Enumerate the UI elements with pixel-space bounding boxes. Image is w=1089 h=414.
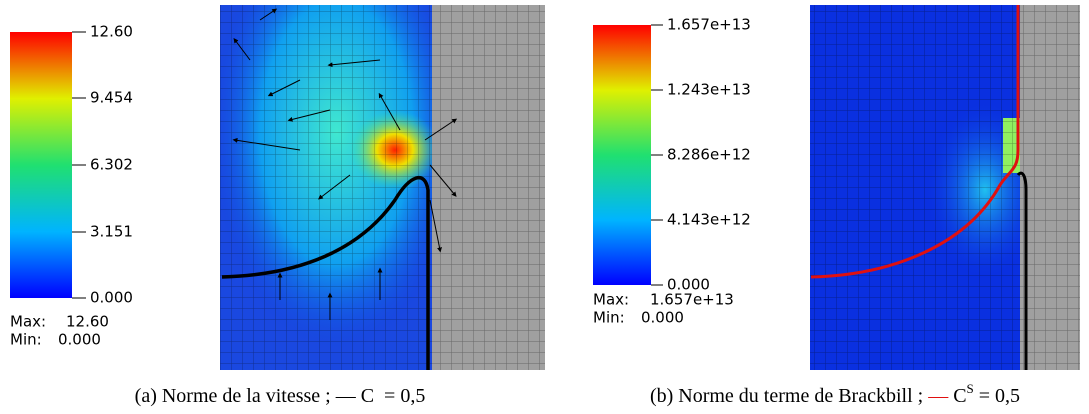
caption-superscript: S <box>967 381 974 396</box>
caption: (b) Norme du terme de Brackbill ; — CS = … <box>650 381 1020 407</box>
min-value: 0.000 <box>58 331 101 349</box>
max-value: 1.657e+13 <box>650 291 734 309</box>
max-label: Max: <box>10 313 46 331</box>
field-plot <box>220 5 545 370</box>
colorbar-label: 4.143e+12 <box>667 211 751 229</box>
colorbar-ticks <box>651 24 663 286</box>
caption-text: = 0,5 <box>384 385 425 407</box>
max-value: 12.60 <box>66 313 109 331</box>
caption-text: (a) Norme de la vitesse ; <box>135 385 331 407</box>
caption-variable: C <box>361 385 374 407</box>
field-plot <box>810 5 1080 370</box>
colorbar-label: 1.243e+13 <box>667 81 751 99</box>
caption-text: = 0,5 <box>979 385 1020 407</box>
panel-a: 12.60 9.454 6.302 3.151 0.000 Max: 12.60… <box>10 5 545 407</box>
colorbar <box>593 25 651 285</box>
caption: (a) Norme de la vitesse ; — C = 0,5 <box>135 385 426 407</box>
min-label: Min: <box>10 331 42 349</box>
caption-variable: C <box>953 385 966 407</box>
caption-text: (b) Norme du terme de Brackbill ; <box>650 385 923 407</box>
colorbar-label: 12.60 <box>90 23 133 41</box>
min-label: Min: <box>593 309 625 327</box>
colorbar <box>10 32 72 298</box>
colorbar-label: 3.151 <box>90 223 133 241</box>
max-label: Max: <box>593 291 629 309</box>
colorbar-label: 0.000 <box>90 289 133 307</box>
colorbar-label: 1.657e+13 <box>667 16 751 34</box>
colorbar-label: 6.302 <box>90 156 133 174</box>
min-value: 0.000 <box>641 309 684 327</box>
legend-symbol: — <box>335 385 357 407</box>
colorbar-label: 9.454 <box>90 89 133 107</box>
colorbar-label: 0.000 <box>667 276 710 294</box>
colorbar-label: 8.286e+12 <box>667 146 751 164</box>
colorbar-ticks <box>72 31 86 299</box>
legend-symbol: — <box>927 385 949 407</box>
panel-b: 1.657e+13 1.243e+13 8.286e+12 4.143e+12 … <box>593 5 1080 407</box>
